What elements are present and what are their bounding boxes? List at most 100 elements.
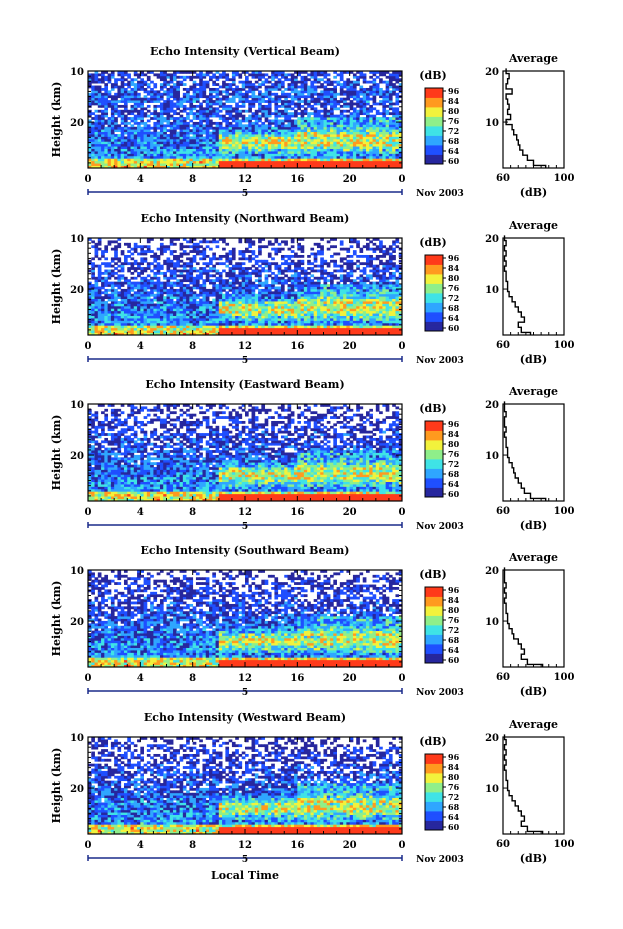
heatmap-cell [101, 254, 105, 258]
heatmap-cell [179, 138, 184, 142]
heatmap-cell [254, 332, 259, 336]
heatmap-cell [120, 288, 125, 292]
heatmap-cell [238, 129, 243, 133]
heatmap-cell [212, 301, 216, 304]
heatmap-cell [130, 129, 135, 133]
heatmap-cell [189, 296, 194, 300]
heatmap-cell [173, 320, 177, 324]
profile-line [505, 68, 547, 168]
heatmap-cell [222, 262, 226, 266]
heatmap-cell [222, 298, 226, 302]
heatmap-cell [173, 148, 177, 152]
heatmap-cell [159, 131, 164, 135]
heatmap-cell [137, 281, 141, 285]
heatmap-cell [205, 71, 210, 74]
heatmap-cell [290, 163, 295, 166]
heatmap-cell [225, 286, 230, 290]
heatmap-cell [163, 313, 167, 316]
heatmap-cell [192, 112, 197, 116]
heatmap-cell [280, 146, 285, 149]
heatmap-cell [169, 165, 174, 169]
heatmap-cell [284, 131, 288, 135]
heatmap-cell [205, 80, 210, 84]
heatmap-cell [166, 320, 171, 324]
heatmap-cell [248, 276, 252, 280]
heatmap-cell [297, 165, 301, 169]
heatmap-cell [336, 163, 341, 166]
heatmap-cell [169, 117, 174, 120]
heatmap-cell [97, 92, 102, 96]
heatmap-cell [271, 143, 275, 147]
heatmap-cell [356, 78, 360, 82]
heatmap-cell [238, 318, 243, 321]
heatmap-cell [300, 136, 305, 140]
heatmap-cell [159, 129, 164, 133]
heatmap-cell [392, 71, 396, 74]
heatmap-cell [339, 146, 344, 149]
heatmap-cell [143, 155, 148, 159]
heatmap-cell [163, 138, 167, 142]
heatmap-cell [182, 71, 187, 74]
heatmap-cell [156, 318, 161, 321]
heatmap-cell [107, 78, 112, 82]
heatmap-cell [143, 318, 148, 321]
heatmap-cell [307, 165, 311, 169]
heatmap-cell [189, 100, 194, 103]
heatmap-cell [366, 109, 370, 113]
heatmap-cell [258, 138, 262, 142]
heatmap-cell [140, 332, 144, 336]
heatmap-cell [94, 332, 99, 336]
heatmap-cell [307, 85, 311, 89]
heatmap-cell [392, 124, 396, 128]
heatmap-cell [104, 92, 109, 96]
heatmap-cell [169, 75, 174, 79]
heatmap-cell [287, 73, 292, 77]
heatmap-cell [395, 117, 400, 120]
heatmap-cell [110, 155, 115, 159]
heatmap-cell [117, 90, 122, 94]
heatmap-cell [127, 322, 131, 326]
heatmap-cell [159, 247, 164, 251]
heatmap-cell [186, 252, 190, 256]
heatmap-cell [362, 155, 367, 159]
heatmap-cell [297, 160, 301, 164]
heatmap-cell [91, 315, 95, 319]
heatmap-cell [127, 293, 131, 297]
heatmap-cell [228, 85, 233, 89]
heatmap-cell [222, 296, 226, 300]
heatmap-cell [245, 129, 249, 133]
heatmap-cell [369, 143, 373, 147]
heatmap-cell [238, 148, 243, 152]
heatmap-cell [133, 267, 138, 270]
heatmap-cell [235, 124, 239, 128]
heatmap-cell [212, 75, 216, 79]
heatmap-cell [330, 131, 334, 135]
heatmap-cell [251, 151, 256, 154]
heatmap-cell [88, 119, 92, 123]
heatmap-cell [195, 90, 200, 94]
heatmap-cell [228, 104, 233, 108]
heatmap-cell [241, 138, 246, 142]
heatmap-cell [320, 97, 324, 101]
heatmap-cell [189, 138, 194, 142]
heatmap-cell [150, 151, 154, 154]
heatmap-cell [88, 288, 92, 292]
heatmap-cell [97, 315, 102, 319]
heatmap-cell [137, 288, 141, 292]
heatmap-cell [133, 119, 138, 123]
heatmap-cell [222, 107, 226, 111]
heatmap-cell [251, 153, 256, 157]
heatmap-cell [395, 71, 400, 74]
heatmap-cell [336, 80, 341, 84]
heatmap-cell [274, 136, 279, 140]
heatmap-cell [258, 75, 262, 79]
heatmap-cell [114, 271, 118, 275]
heatmap-cell [159, 87, 164, 91]
beam-panel-1: Echo Intensity (Northward Beam)0 4 8 12 16 20… [50, 212, 574, 366]
heatmap-cell [248, 114, 252, 118]
heatmap-cell [192, 136, 197, 140]
heatmap-cell [218, 134, 223, 137]
heatmap-cell [238, 238, 243, 241]
heatmap-cell [143, 305, 148, 309]
heatmap-cell [267, 100, 272, 103]
